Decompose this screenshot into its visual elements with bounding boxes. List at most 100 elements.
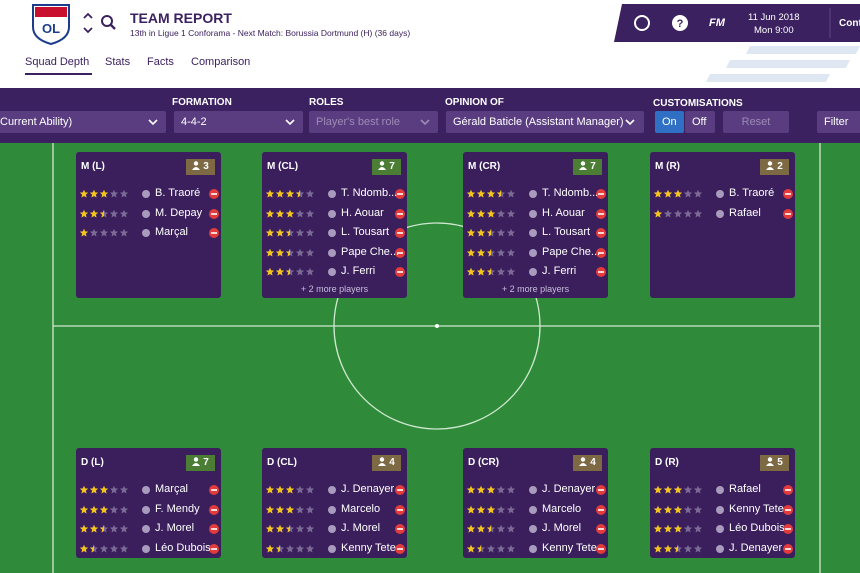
player-name[interactable]: Léo Dubois <box>155 541 211 554</box>
player-name[interactable]: T. Ndomb... <box>542 187 599 199</box>
player-name[interactable]: J. Denayer <box>341 483 395 495</box>
star-filled <box>673 505 683 513</box>
icon-part <box>194 161 199 166</box>
star-empty <box>496 209 506 217</box>
icon-part <box>192 463 201 466</box>
player-name[interactable]: J. Morel <box>155 522 195 534</box>
player-name[interactable]: J. Morel <box>542 522 582 534</box>
roles-dropdown[interactable]: Player's best role <box>309 111 438 133</box>
icon-part <box>768 457 773 462</box>
info-icon <box>142 190 150 198</box>
player-row-graphics <box>265 543 405 554</box>
player-name[interactable]: B. Traoré <box>729 187 775 199</box>
filter-button[interactable]: Filter <box>817 111 860 133</box>
player-name[interactable]: Léo Dubois <box>729 522 785 534</box>
star-empty <box>693 544 703 552</box>
player-name[interactable]: J. Ferri <box>542 265 577 277</box>
stars-filled <box>466 228 491 237</box>
player-name[interactable]: J. Morel <box>341 522 381 534</box>
stars-filled <box>79 524 104 533</box>
star-empty <box>295 267 305 276</box>
tab[interactable]: Facts <box>147 56 174 68</box>
star-filled <box>275 485 285 494</box>
star-rating <box>466 189 516 198</box>
position-label: M (R) <box>655 161 680 172</box>
player-name[interactable]: L. Tousart <box>341 226 390 238</box>
star-empty <box>119 524 129 533</box>
star-filled <box>265 524 275 533</box>
tab[interactable]: Comparison <box>191 56 251 68</box>
remove-icon-bar <box>598 271 604 273</box>
info-icon <box>328 248 336 257</box>
on-toggle[interactable]: On <box>655 111 684 133</box>
star-empty <box>693 505 703 513</box>
formation-dropdown[interactable]: 4-4-2 <box>174 111 303 133</box>
star-rating <box>79 544 129 552</box>
player-name[interactable]: H. Aouar <box>542 206 585 219</box>
player-row-graphics <box>79 504 219 515</box>
reset-button[interactable]: Reset <box>723 111 789 133</box>
player-row-graphics <box>653 189 793 199</box>
star-filled <box>476 505 486 513</box>
player-name[interactable]: Pape Che... <box>542 245 601 258</box>
remove-icon-bar <box>598 489 604 491</box>
player-name[interactable]: Marcelo <box>542 502 582 515</box>
star-empty <box>693 485 703 494</box>
star-empty <box>496 505 506 513</box>
player-count-badge: 7 <box>573 159 602 175</box>
ability-dropdown[interactable]: Current Ability) <box>0 111 166 133</box>
fm-button[interactable]: FM <box>709 17 725 29</box>
more-players[interactable]: + 2 more players <box>501 284 570 294</box>
more-players[interactable]: + 2 more players <box>300 284 369 294</box>
star-filled <box>496 189 501 198</box>
player-name[interactable]: Marcelo <box>341 502 381 515</box>
opinion-dropdown[interactable]: Gérald Baticle (Assistant Manager) <box>446 111 644 133</box>
formation-label: FORMATION <box>172 97 232 108</box>
player-name[interactable]: T. Ndomb... <box>341 187 398 199</box>
star-rating <box>466 544 516 552</box>
continue-button[interactable]: Conti <box>839 18 860 29</box>
status-panel: ? <box>614 4 860 42</box>
star-rating <box>265 505 315 513</box>
star-rating <box>653 485 703 494</box>
player-name[interactable]: Rafael <box>729 206 761 219</box>
tab[interactable]: Squad Depth <box>25 56 93 75</box>
info-icon <box>529 486 537 494</box>
star-rating <box>653 209 703 217</box>
star-filled <box>653 209 663 217</box>
player-name[interactable]: M. Depay <box>155 206 203 219</box>
player-name[interactable]: B. Traoré <box>155 187 201 199</box>
player-name[interactable]: J. Denayer <box>729 541 783 554</box>
player-name[interactable]: L. Tousart <box>542 226 591 238</box>
player-name[interactable]: F. Mendy <box>155 502 200 515</box>
off-toggle[interactable]: Off <box>685 111 715 133</box>
star-filled <box>265 544 275 552</box>
player-name[interactable]: Kenny Tete <box>542 541 597 554</box>
star-empty <box>295 248 305 256</box>
star-empty <box>305 209 315 217</box>
player-name[interactable]: H. Aouar <box>341 206 384 219</box>
position-card: M (L) 3 B. Traoré M. Depay Marçal <box>76 152 221 298</box>
star-filled <box>99 505 109 513</box>
player-name[interactable]: Marçal <box>155 226 189 238</box>
player-name[interactable]: Kenny Tete <box>729 502 784 515</box>
info-icon <box>328 229 336 237</box>
player-name[interactable]: Kenny Tete <box>341 541 396 554</box>
star-filled <box>663 189 673 198</box>
star-empty <box>99 544 109 552</box>
nav-icons[interactable] <box>82 12 122 36</box>
stars-filled <box>265 267 290 276</box>
player-count: 4 <box>590 457 596 468</box>
player-name[interactable]: Marçal <box>155 483 189 495</box>
remove-icon-bar <box>598 232 604 234</box>
icon-part <box>581 457 586 462</box>
player-name[interactable]: Pape Che... <box>341 245 400 258</box>
star-filled <box>79 485 89 494</box>
player-name[interactable]: J. Ferri <box>341 265 376 277</box>
tab[interactable]: Stats <box>105 56 131 68</box>
star-filled <box>673 524 683 533</box>
icon-part <box>579 167 588 170</box>
info-icon <box>529 268 537 276</box>
player-name[interactable]: Rafael <box>729 483 761 495</box>
player-name[interactable]: J. Denayer <box>542 483 596 495</box>
